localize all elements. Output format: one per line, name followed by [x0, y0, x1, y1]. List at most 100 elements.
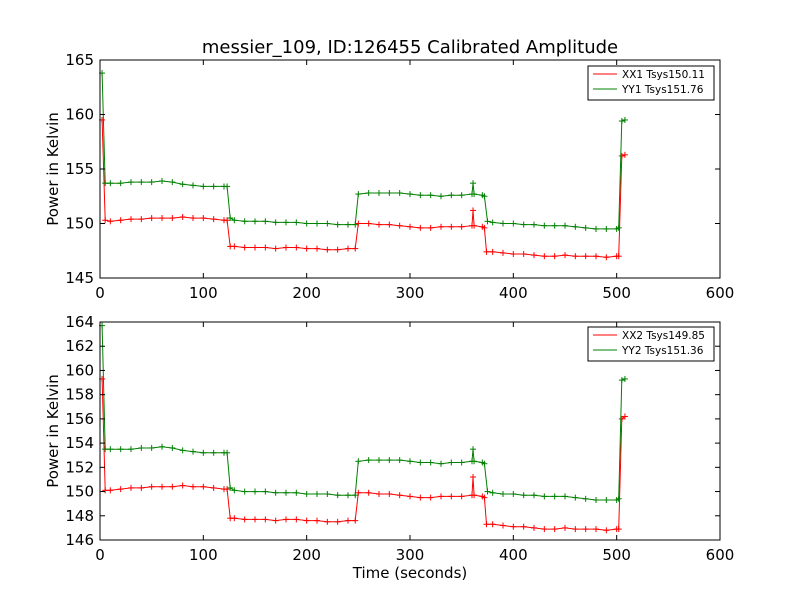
data-point: [593, 253, 599, 260]
data-point: [252, 516, 258, 523]
data-point: [283, 516, 289, 523]
data-point: [407, 223, 413, 230]
data-point: [396, 189, 403, 196]
data-point: [179, 482, 186, 489]
data-point: [159, 215, 165, 222]
data-point: [324, 490, 331, 497]
data-point: [231, 515, 238, 522]
data-point: [481, 460, 488, 467]
data-point: [438, 460, 444, 467]
y-tick-label: 156: [65, 410, 94, 428]
series-line-0-0: [101, 119, 626, 258]
data-point: [210, 449, 217, 456]
data-point: [582, 253, 589, 260]
data-point: [417, 494, 424, 501]
bottom-legend-box: [587, 326, 715, 362]
data-point: [210, 216, 217, 223]
data-point: [438, 193, 444, 200]
x-tick-label: 500: [602, 284, 631, 302]
data-point: [562, 252, 568, 259]
bottom-legend: XX2 Tsys149.85 YY2 Tsys151.36: [587, 326, 715, 362]
data-point: [489, 219, 496, 226]
data-point: [355, 458, 362, 465]
data-point: [582, 526, 589, 533]
x-tick-label: 0: [95, 546, 105, 564]
data-point: [470, 207, 477, 214]
data-point: [618, 152, 625, 159]
data-point: [252, 218, 258, 225]
data-point: [470, 474, 477, 481]
data-point: [102, 487, 109, 494]
x-tick-label: 600: [706, 284, 735, 302]
data-point: [262, 244, 269, 251]
y-tick-label: 150: [65, 215, 94, 233]
data-point: [376, 221, 382, 228]
data-point: [231, 217, 238, 224]
data-point: [510, 251, 517, 258]
data-point: [621, 116, 628, 123]
data-point: [572, 526, 579, 533]
data-point: [345, 245, 351, 252]
data-point: [483, 248, 490, 255]
data-point: [615, 224, 622, 231]
data-point: [541, 253, 548, 260]
x-tick-label: 600: [706, 546, 735, 564]
data-point: [117, 180, 124, 187]
data-point: [102, 217, 109, 224]
data-point: [615, 495, 622, 502]
data-point: [471, 492, 478, 499]
data-point: [128, 484, 134, 491]
data-point: [562, 222, 568, 229]
data-point: [471, 222, 478, 229]
data-point: [531, 492, 537, 499]
data-point: [352, 245, 359, 252]
data-point: [231, 487, 238, 494]
data-point: [210, 484, 217, 491]
data-point: [484, 488, 491, 495]
data-point: [107, 218, 114, 225]
data-point: [510, 523, 517, 530]
data-point: [283, 489, 289, 496]
y-tick-label: 160: [65, 361, 94, 379]
data-point: [102, 446, 109, 453]
data-point: [489, 248, 496, 255]
data-point: [272, 245, 279, 252]
data-point: [593, 497, 599, 504]
data-point: [200, 449, 207, 456]
data-point: [489, 521, 496, 528]
top-y-axis-label: Power in Kelvin: [44, 112, 62, 226]
data-point: [541, 222, 548, 229]
data-point: [621, 151, 628, 158]
data-point: [262, 516, 269, 523]
bottom-panel: 0 100 200 300 400 500 600 146 148 150 152 154 156 158…: [44, 313, 734, 582]
y-tick-label: 145: [65, 269, 94, 287]
top-panel: 0 100 200 300 400 500 600 145 150 155 160 165 Power…: [44, 51, 734, 302]
data-point: [376, 490, 382, 497]
bottom-ticks: 0 100 200 300 400 500 600 146 148 150 152 154 156 158…: [65, 313, 734, 564]
data-point: [407, 493, 413, 500]
data-point: [531, 221, 537, 228]
data-point: [169, 215, 176, 222]
x-tick-label: 0: [95, 284, 105, 302]
data-point: [618, 377, 625, 384]
data-point: [438, 223, 444, 230]
x-tick-label: 300: [396, 284, 425, 302]
bottom-legend-label-yy2: YY2 Tsys151.36: [621, 345, 704, 357]
y-tick-label: 165: [65, 51, 94, 69]
data-point: [224, 217, 231, 224]
data-point: [407, 458, 413, 465]
data-point: [345, 517, 351, 524]
data-point: [169, 444, 176, 451]
data-point: [458, 493, 465, 500]
data-point: [438, 493, 444, 500]
data-point: [365, 457, 372, 464]
data-point: [562, 524, 568, 531]
data-point: [128, 216, 134, 223]
data-point: [179, 213, 186, 220]
data-point: [324, 518, 331, 525]
data-point: [283, 219, 289, 226]
data-point: [500, 522, 506, 529]
data-point: [448, 192, 455, 199]
x-tick-label: 500: [602, 546, 631, 564]
